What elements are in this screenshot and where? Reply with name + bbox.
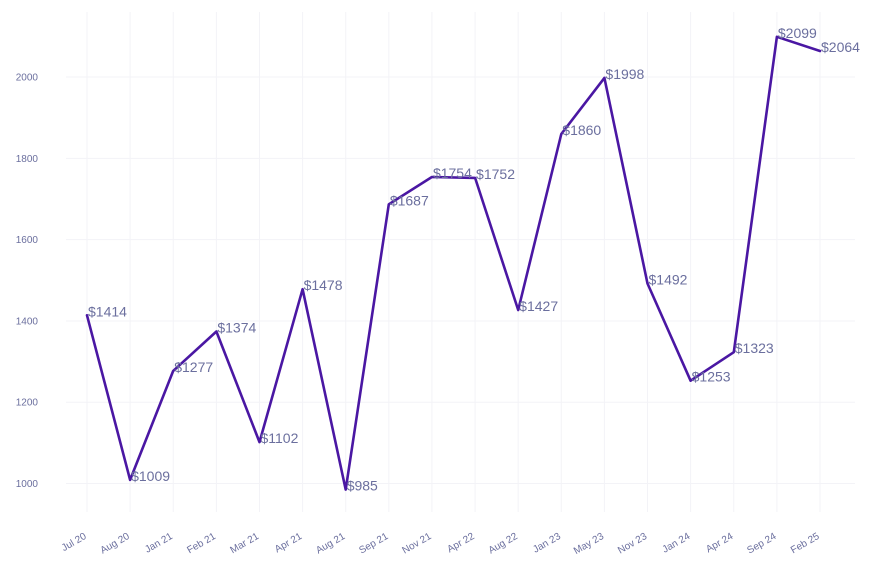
- series-line: [85, 35, 822, 491]
- x-tick-label: Apr 21: [273, 531, 304, 555]
- y-tick-label: 1000: [16, 479, 39, 490]
- data-label: $1374: [217, 320, 256, 336]
- data-label: $1998: [605, 66, 644, 82]
- x-tick-label: Aug 21: [314, 531, 347, 557]
- x-tick-label: Feb 25: [789, 531, 822, 556]
- data-label: $1253: [692, 369, 731, 385]
- chart-grid: [66, 12, 855, 512]
- data-label: $1277: [174, 359, 213, 375]
- x-tick-label: May 23: [572, 531, 606, 557]
- data-label: $1492: [649, 272, 688, 288]
- x-tick-label: Jan 24: [661, 531, 693, 556]
- y-axis-ticks: 1000 1200 1400 1600 1800 2000: [16, 73, 39, 491]
- x-tick-label: Aug 20: [99, 531, 132, 557]
- y-tick-label: 1600: [16, 235, 39, 246]
- data-label: $1752: [476, 166, 515, 182]
- x-tick-label: Nov 21: [400, 531, 433, 557]
- data-label: $1427: [519, 298, 558, 314]
- x-tick-label: Jan 23: [531, 531, 563, 556]
- x-tick-label: Mar 21: [229, 531, 262, 556]
- data-label: $2064: [821, 39, 860, 55]
- y-tick-label: 1400: [16, 316, 39, 327]
- x-tick-label: Apr 22: [446, 531, 477, 555]
- data-labels: $1414$1009$1277$1374$1102$1478$985$1687$…: [88, 25, 860, 494]
- x-tick-label: Jul 20: [60, 531, 89, 554]
- x-tick-label: Apr 24: [704, 531, 735, 555]
- data-label: $1009: [131, 468, 170, 484]
- y-tick-label: 1800: [16, 154, 39, 165]
- data-label: $1687: [390, 192, 429, 208]
- data-label: $985: [347, 478, 378, 494]
- x-tick-label: Aug 22: [487, 531, 520, 557]
- data-label: $1478: [304, 277, 343, 293]
- y-tick-label: 1200: [16, 398, 39, 409]
- x-tick-label: Sep 24: [745, 531, 778, 557]
- data-label: $1754: [433, 165, 472, 181]
- data-label: $1323: [735, 340, 774, 356]
- x-tick-label: Jan 21: [143, 531, 175, 556]
- data-label: $1860: [562, 122, 601, 138]
- x-tick-label: Nov 23: [616, 531, 649, 557]
- data-label: $1414: [88, 303, 127, 319]
- data-label: $2099: [778, 25, 817, 41]
- y-tick-label: 2000: [16, 73, 39, 84]
- x-tick-label: Feb 21: [185, 531, 218, 556]
- data-label: $1102: [260, 430, 298, 446]
- x-axis-ticks: Jul 20 Aug 20 Jan 21 Feb 21 Mar 21 Apr 21 Aug …: [60, 531, 822, 557]
- x-tick-label: Sep 21: [357, 531, 390, 557]
